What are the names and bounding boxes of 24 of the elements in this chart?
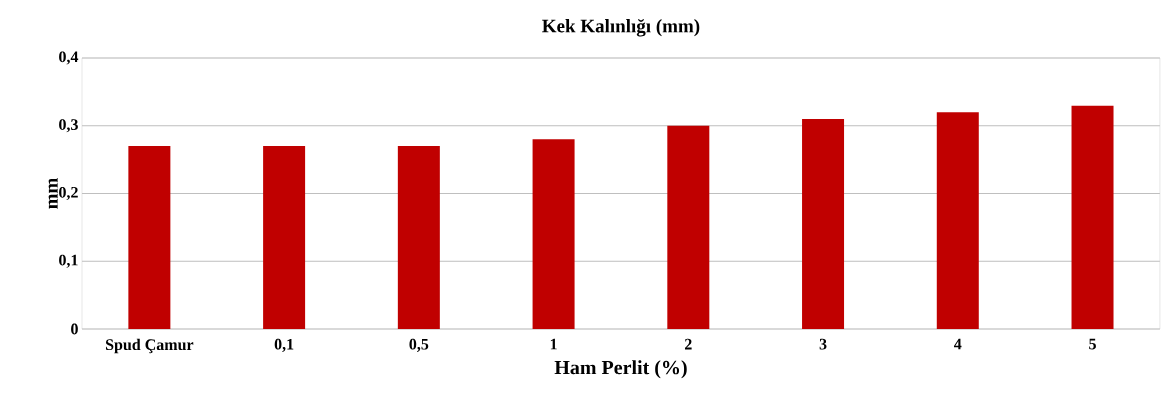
x-tick-label: Spud Çamur (105, 338, 194, 354)
x-tick-label: 5 (1089, 338, 1096, 350)
x-tick-label: 1 (550, 338, 557, 350)
bar (936, 112, 979, 329)
bar (397, 146, 440, 329)
x-axis-title: Ham Perlit (%) (554, 360, 687, 379)
bar (532, 139, 575, 329)
chart-title: Kek Kalınlığı (mm) (542, 18, 700, 37)
y-tick-label: 0,3 (59, 119, 78, 133)
bar (263, 146, 306, 329)
y-tick-label: 0 (71, 323, 78, 335)
y-tick-label: 0,1 (59, 254, 78, 268)
y-tick-label: 0,2 (59, 186, 78, 201)
x-tick-label: 0,5 (409, 338, 429, 352)
bar (128, 146, 171, 329)
x-tick-label: 3 (819, 338, 827, 350)
bar (1071, 105, 1114, 329)
x-tick-label: 4 (954, 338, 962, 350)
y-tick-label: 0,4 (59, 51, 79, 65)
x-tick-label: 2 (684, 338, 692, 350)
y-axis-title: mm (48, 178, 58, 209)
bar (802, 118, 845, 329)
x-tick-label: 0,1 (274, 338, 294, 352)
bar (667, 125, 710, 329)
